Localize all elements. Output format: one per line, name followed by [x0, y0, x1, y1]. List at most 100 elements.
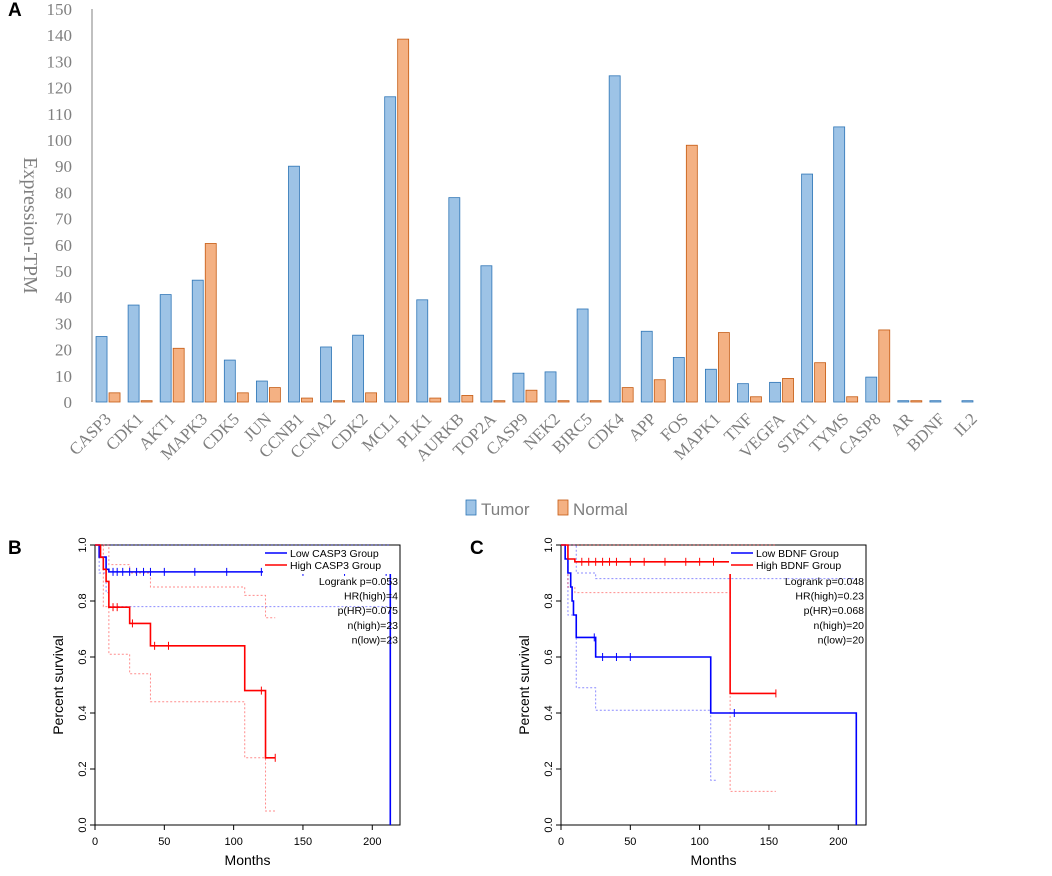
bar-tumor-cdk1 — [127, 304, 140, 403]
km-b-high-casp3-group-ci-upper — [95, 544, 276, 619]
bar-tumor-aurkb — [448, 197, 461, 403]
bar-tumor-casp8 — [865, 376, 878, 403]
y-tick-label-20: 20 — [55, 341, 72, 360]
km-b-x-tick-label-100: 100 — [224, 836, 242, 848]
bar-tumor-plk1 — [416, 299, 429, 403]
km-b-stat-n-high-23: n(high)=23 — [348, 620, 399, 632]
panel-label-b: B — [8, 538, 22, 559]
km-c-y-axis-title: Percent survival — [516, 635, 532, 735]
km-c-stat-hr-high-0-23: HR(high)=0.23 — [795, 591, 864, 603]
bar-tumor-jun — [255, 380, 268, 403]
bar-normal-ccnb1 — [301, 397, 313, 403]
km-b-stat-n-low-23: n(low)=23 — [352, 634, 399, 646]
km-b-y-tick-label-1-0: 1.0 — [77, 537, 89, 552]
km-c-x-tick-label-0: 0 — [558, 836, 564, 848]
bar-tumor-nek2 — [544, 371, 557, 403]
km-b-x-tick-label-150: 150 — [294, 836, 312, 848]
panel-label-a: A — [8, 0, 22, 21]
bar-normal-stat1 — [814, 362, 827, 403]
bar-normal-ccna2 — [333, 400, 345, 403]
bar-normal-mcl1 — [397, 38, 410, 403]
bar-tumor-il2 — [961, 400, 974, 403]
km-c-low-bdnf-group-curve — [561, 544, 858, 825]
bar-tumor-cdk5 — [223, 359, 236, 403]
km-c-y-tick-label-0-0: 0.0 — [543, 817, 555, 832]
bar-chart-expression: 0 10 20 30 40 50 60 70 80 90 100 110 120 130 140 150 Exp… — [19, 0, 981, 519]
bar-tumor-top2a — [480, 265, 493, 403]
bar-tumor-vegfa — [769, 381, 781, 403]
bar-normal-cdk2 — [365, 392, 378, 403]
km-c-legend-label-low-bdnf-group: Low BDNF Group — [756, 548, 839, 560]
km-b-legend-box — [263, 547, 399, 574]
km-c-x-axis-title: Months — [691, 852, 737, 868]
bar-normal-cdk4 — [621, 387, 634, 403]
km-c-stat-p-hr-0-068: p(HR)=0.068 — [804, 605, 865, 617]
y-tick-label-70: 70 — [55, 210, 72, 229]
km-c-stat-n-high-20: n(high)=20 — [814, 620, 865, 632]
y-tick-label-40: 40 — [55, 288, 72, 307]
y-tick-label-80: 80 — [55, 183, 72, 202]
km-b-y-tick-label-0-2: 0.2 — [77, 761, 89, 776]
legend-label-tumor: Tumor — [481, 500, 530, 519]
bar-normal-cdk5 — [236, 392, 249, 403]
bar-normal-casp9 — [525, 389, 538, 403]
km-c-legend-box — [729, 547, 865, 574]
km-b-x-axis-title: Months — [225, 852, 271, 868]
legend-swatch-normal — [557, 499, 569, 516]
bar-tumor-ccna2 — [320, 346, 332, 403]
km-b-y-tick-label-0-8: 0.8 — [77, 593, 89, 608]
y-tick-label-140: 140 — [47, 26, 73, 45]
km-c-low-bdnf-group-ci-lower — [561, 544, 718, 781]
km-b-high-casp3-group-ci-lower — [95, 544, 276, 812]
bar-normal-tyms — [846, 396, 859, 403]
panel-label-c: C — [470, 538, 484, 559]
km-b-high-casp3-group-curve — [95, 544, 276, 759]
bar-normal-fos — [685, 144, 698, 403]
km-b-stat-hr-high-4: HR(high)=4 — [344, 591, 398, 603]
km-b-stat-logrank-p-0-053: Logrank p=0.053 — [319, 576, 398, 588]
km-b-y-tick-label-0-6: 0.6 — [77, 649, 89, 664]
bar-normal-birc5 — [589, 400, 602, 403]
bar-tumor-birc5 — [576, 308, 589, 403]
bar-tumor-fos — [672, 357, 685, 403]
km-b-y-tick-label-0-0: 0.0 — [77, 817, 89, 832]
y-axis-title: Expression-TPM — [19, 157, 41, 294]
km-c-x-tick-label-200: 200 — [829, 836, 847, 848]
km-c-x-tick-label-150: 150 — [760, 836, 778, 848]
y-tick-label-0: 0 — [64, 393, 73, 412]
km-c-high-bdnf-group-curve — [561, 544, 776, 695]
y-tick-label-100: 100 — [47, 131, 73, 150]
bar-normal-vegfa — [782, 378, 794, 403]
bar-tumor-stat1 — [801, 173, 814, 403]
km-c-stat-n-low-20: n(low)=20 — [818, 634, 865, 646]
y-tick-label-30: 30 — [55, 314, 72, 333]
bar-normal-mapk3 — [204, 243, 217, 403]
bar-tumor-casp3 — [95, 336, 108, 403]
y-tick-label-60: 60 — [55, 236, 72, 255]
km-c-y-tick-label-0-8: 0.8 — [543, 593, 555, 608]
km-b-stat-p-hr-0-075: p(HR)=0.075 — [338, 605, 399, 617]
km-b-legend-label-high-casp3-group: High CASP3 Group — [290, 560, 381, 572]
km-c-y-tick-label-1-0: 1.0 — [543, 537, 555, 552]
km-b-x-tick-label-0: 0 — [92, 836, 98, 848]
bar-tumor-casp9 — [512, 372, 525, 403]
bar-tumor-mapk1 — [704, 368, 717, 403]
km-b-y-tick-label-0-4: 0.4 — [77, 705, 89, 720]
bar-normal-plk1 — [429, 397, 442, 403]
legend-swatch-tumor — [465, 499, 477, 516]
km-b-plot-frame — [94, 544, 401, 826]
km-b-y-axis-title: Percent survival — [50, 635, 66, 735]
bar-tumor-cdk4 — [608, 75, 621, 403]
bar-normal-cdk1 — [140, 400, 153, 403]
bar-tumor-mapk3 — [191, 279, 204, 403]
bar-normal-casp8 — [878, 329, 891, 403]
bar-tumor-mcl1 — [384, 96, 397, 403]
bar-normal-aurkb — [461, 395, 474, 403]
km-c-x-tick-label-50: 50 — [624, 836, 636, 848]
km-c-plot-frame — [560, 544, 867, 826]
bar-tumor-tnf — [737, 383, 749, 403]
km-b-legend-label-low-casp3-group: Low CASP3 Group — [290, 548, 379, 560]
bar-tumor-tyms — [833, 126, 846, 403]
